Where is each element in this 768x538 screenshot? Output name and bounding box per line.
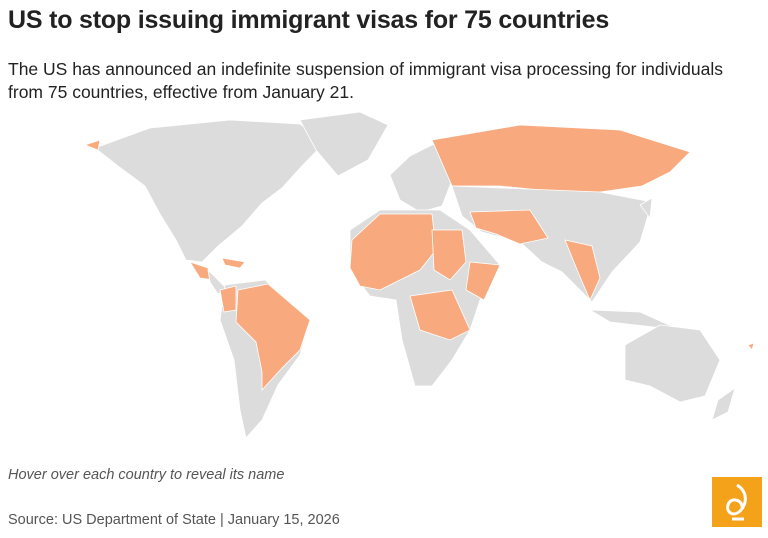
country[interactable] (299, 111, 389, 177)
country[interactable] (747, 342, 755, 351)
country[interactable] (465, 261, 501, 301)
country[interactable] (207, 268, 227, 295)
country[interactable] (219, 285, 237, 313)
country[interactable] (221, 257, 246, 269)
country[interactable] (409, 289, 471, 341)
source: Source: US Department of State | January… (8, 512, 340, 528)
country[interactable] (624, 324, 721, 403)
country[interactable] (94, 119, 326, 263)
subtitle: The US has announced an indefinite suspe… (8, 59, 723, 102)
country[interactable] (469, 209, 549, 245)
country[interactable] (431, 124, 691, 193)
country[interactable] (349, 213, 437, 291)
country[interactable] (711, 387, 736, 421)
country[interactable] (564, 239, 601, 301)
title: US to stop issuing immigrant visas for 7… (8, 6, 610, 34)
world-map (83, 111, 755, 439)
country[interactable] (83, 139, 101, 151)
country[interactable] (235, 283, 311, 392)
country[interactable] (431, 229, 467, 281)
country[interactable] (639, 197, 653, 220)
logo (712, 477, 762, 527)
hover-note: Hover over each country to reveal its na… (8, 467, 285, 483)
